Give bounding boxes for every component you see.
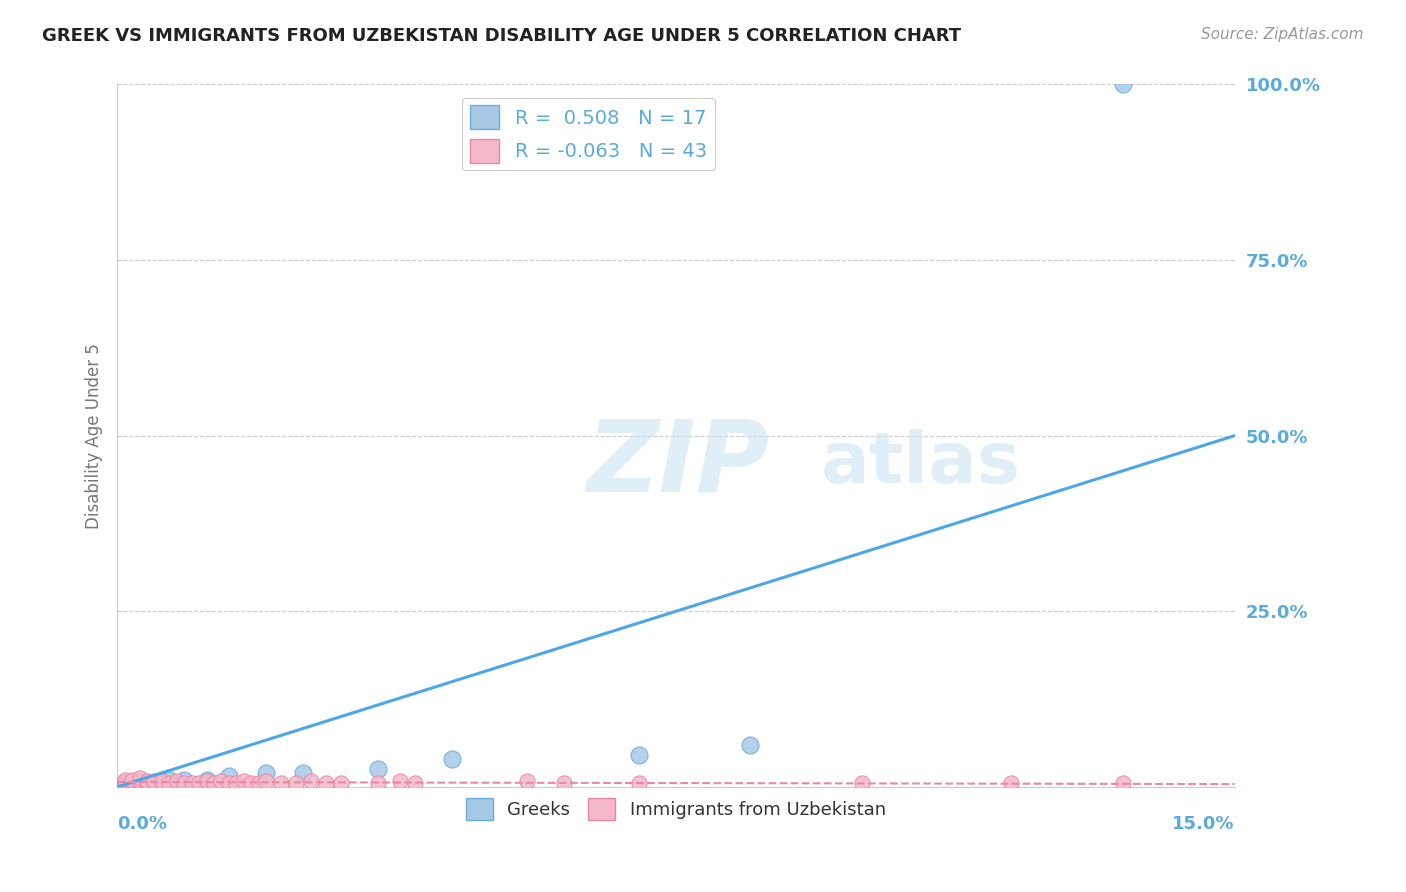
Point: [240, 776, 263, 790]
Point: [441, 752, 464, 766]
Point: [329, 776, 352, 790]
Point: [232, 774, 254, 789]
Point: [195, 774, 218, 789]
Point: [740, 738, 762, 752]
Point: [247, 776, 270, 790]
Point: [114, 772, 136, 787]
Point: [292, 765, 315, 780]
Point: [404, 776, 426, 790]
Point: [143, 774, 166, 789]
Point: [1112, 78, 1135, 92]
Point: [157, 772, 180, 787]
Point: [150, 776, 173, 790]
Point: [211, 774, 233, 789]
Point: [180, 776, 202, 790]
Point: [254, 774, 277, 789]
Point: [150, 776, 173, 790]
Point: [143, 776, 166, 790]
Point: [136, 776, 159, 790]
Point: [114, 776, 136, 790]
Point: [121, 776, 143, 790]
Point: [299, 774, 322, 789]
Point: [121, 776, 143, 790]
Point: [285, 776, 308, 790]
Point: [128, 776, 150, 790]
Point: [1112, 776, 1135, 790]
Point: [225, 776, 247, 790]
Point: [315, 776, 337, 790]
Point: [270, 776, 292, 790]
Point: [195, 772, 218, 787]
Point: [128, 774, 150, 789]
Point: [150, 774, 173, 789]
Point: [173, 776, 195, 790]
Legend: Greeks, Immigrants from Uzbekistan: Greeks, Immigrants from Uzbekistan: [458, 790, 893, 827]
Point: [121, 772, 143, 787]
Point: [389, 774, 412, 789]
Point: [627, 776, 650, 790]
Point: [128, 772, 150, 786]
Point: [166, 774, 188, 789]
Point: [173, 772, 195, 787]
Point: [553, 776, 575, 790]
Point: [516, 774, 538, 789]
Point: [121, 774, 143, 789]
Point: [202, 776, 225, 790]
Point: [367, 776, 389, 790]
Point: [218, 769, 240, 783]
Point: [114, 776, 136, 790]
Point: [114, 776, 136, 790]
Point: [188, 776, 211, 790]
Text: Source: ZipAtlas.com: Source: ZipAtlas.com: [1201, 27, 1364, 42]
Point: [1000, 776, 1022, 790]
Point: [157, 776, 180, 790]
Text: atlas: atlas: [821, 429, 1021, 499]
Text: 0.0%: 0.0%: [117, 815, 167, 833]
Point: [218, 776, 240, 790]
Text: ZIP: ZIP: [586, 416, 769, 512]
Text: 15.0%: 15.0%: [1173, 815, 1234, 833]
Point: [136, 776, 159, 790]
Point: [367, 763, 389, 777]
Point: [128, 776, 150, 790]
Point: [627, 748, 650, 763]
Text: GREEK VS IMMIGRANTS FROM UZBEKISTAN DISABILITY AGE UNDER 5 CORRELATION CHART: GREEK VS IMMIGRANTS FROM UZBEKISTAN DISA…: [42, 27, 962, 45]
Point: [254, 765, 277, 780]
Y-axis label: Disability Age Under 5: Disability Age Under 5: [86, 343, 103, 529]
Point: [136, 774, 159, 789]
Point: [851, 776, 873, 790]
Point: [143, 776, 166, 790]
